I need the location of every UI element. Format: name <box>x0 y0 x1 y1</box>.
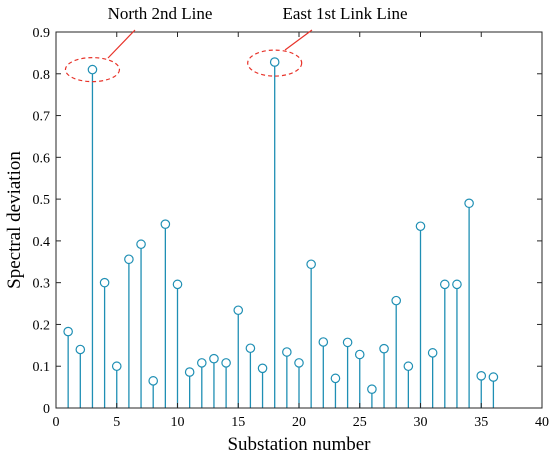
stem-marker <box>221 358 231 368</box>
stem-marker <box>318 337 329 347</box>
y-tick-label: 0.3 <box>33 277 51 292</box>
stem-marker <box>427 348 438 358</box>
stem-marker <box>75 344 86 355</box>
stem-marker <box>488 372 499 382</box>
stem-marker <box>197 358 207 368</box>
stem-marker <box>403 361 414 372</box>
stem-marker <box>136 239 146 250</box>
stem-marker <box>160 219 171 229</box>
stem-marker <box>172 279 183 290</box>
y-tick-label: 0 <box>43 402 50 417</box>
stem-marker <box>294 358 304 368</box>
y-tick-label: 0.7 <box>33 110 51 125</box>
stem-marker <box>257 363 268 374</box>
y-axis-label: Spectral deviation <box>4 151 25 289</box>
y-tick-label: 0.1 <box>33 360 51 375</box>
stem-marker <box>209 353 219 364</box>
y-tick-label: 0.4 <box>33 235 51 250</box>
stem-marker <box>391 295 401 306</box>
y-tick-label: 0.6 <box>33 151 51 166</box>
y-tick-label: 0.5 <box>33 193 51 208</box>
x-tick-label: 40 <box>535 415 549 430</box>
x-axis-label: Substation number <box>227 434 371 455</box>
x-tick-label: 20 <box>292 415 306 430</box>
stem-marker <box>282 347 292 357</box>
stem-marker <box>342 337 353 348</box>
y-axis-ticks: 0 0.1 0.2 0.3 0.4 0.5 0.6 0.7 0.8 0.9 <box>33 26 542 417</box>
annotation-ellipse <box>64 56 121 83</box>
stem-marker <box>87 64 98 75</box>
stem-series <box>63 57 499 408</box>
annotation-ellipse <box>247 49 303 77</box>
stem-marker <box>354 349 365 360</box>
stem-marker <box>111 361 122 372</box>
x-tick-label: 25 <box>353 415 367 430</box>
x-tick-label: 35 <box>474 415 488 430</box>
x-tick-label: 0 <box>53 415 60 430</box>
stem-marker <box>233 305 244 316</box>
x-tick-label: 5 <box>113 415 120 430</box>
stem-marker <box>367 384 377 394</box>
stem-marker <box>184 367 195 377</box>
x-tick-label: 30 <box>414 415 428 430</box>
stem-marker <box>269 57 280 67</box>
x-axis-ticks: 0 5 10 15 20 25 30 35 40 <box>53 32 549 430</box>
stem-marker <box>452 279 462 290</box>
stem-marker <box>306 259 316 270</box>
stem-marker <box>245 343 256 354</box>
annotation-label: East 1st Link Line <box>282 4 407 23</box>
annotations: North 2nd Line East 1st Link Line <box>64 4 408 83</box>
stem-marker <box>124 254 134 265</box>
stem-marker <box>330 373 341 384</box>
stem-marker <box>476 371 487 381</box>
y-tick-label: 0.8 <box>33 68 51 83</box>
y-tick-label: 0.2 <box>33 318 51 333</box>
stem-marker <box>63 326 73 337</box>
stem-marker <box>415 221 426 232</box>
annotation-leader-line <box>107 29 136 59</box>
stem-marker <box>379 343 389 354</box>
annotation-leader-line <box>284 29 313 51</box>
x-tick-label: 10 <box>171 415 185 430</box>
stem-marker <box>464 198 474 209</box>
stem-marker <box>148 376 158 386</box>
y-tick-label: 0.9 <box>33 26 51 41</box>
stem-marker <box>99 277 110 288</box>
x-tick-label: 15 <box>231 415 245 430</box>
annotation-label: North 2nd Line <box>108 4 213 23</box>
stem-marker <box>439 279 450 290</box>
